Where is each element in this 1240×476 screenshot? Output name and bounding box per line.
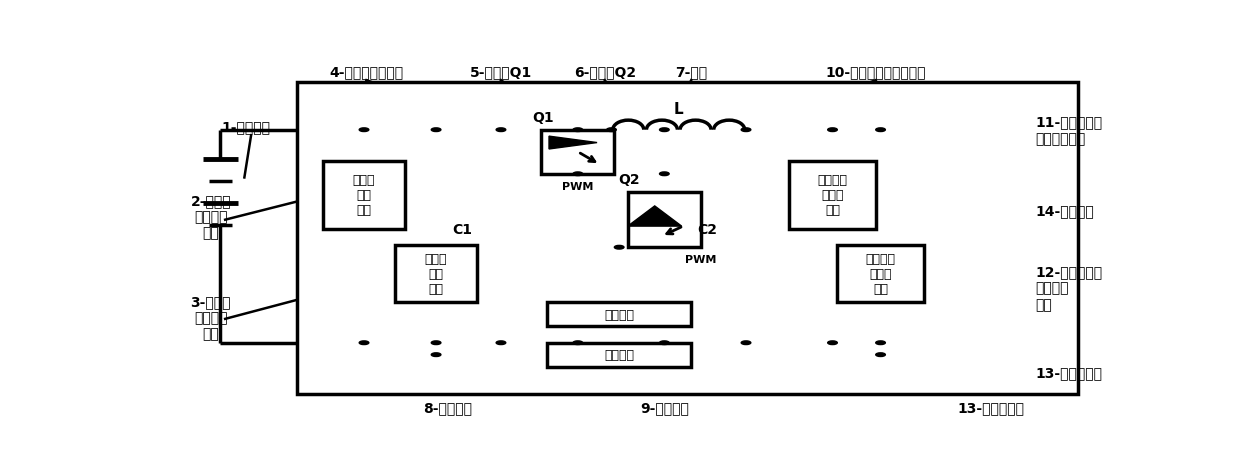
Circle shape [742, 129, 750, 132]
Circle shape [573, 129, 583, 132]
Bar [789, 161, 875, 229]
Text: Q1: Q1 [532, 110, 554, 125]
Text: L: L [673, 102, 683, 117]
Circle shape [614, 246, 624, 249]
Circle shape [660, 173, 670, 176]
Text: 控制电路: 控制电路 [604, 348, 634, 361]
Text: 11-超级电容端
电压采样电路: 11-超级电容端 电压采样电路 [1035, 115, 1102, 146]
Text: C2: C2 [697, 222, 717, 237]
Circle shape [660, 341, 670, 345]
Text: PWM: PWM [562, 181, 594, 191]
Text: 10-超级电容端滤波电容: 10-超级电容端滤波电容 [826, 65, 926, 79]
Bar [396, 246, 477, 303]
Circle shape [573, 341, 583, 345]
Text: 12-超级电容端
电流采样
电路: 12-超级电容端 电流采样 电路 [1035, 265, 1102, 311]
Polygon shape [549, 137, 596, 149]
Circle shape [875, 341, 885, 345]
Circle shape [432, 353, 441, 357]
Text: 9-控制电路: 9-控制电路 [640, 400, 688, 414]
Text: 驱动电路: 驱动电路 [604, 308, 634, 321]
Circle shape [660, 129, 670, 132]
Text: 超级电容
端电压
采样: 超级电容 端电压 采样 [817, 174, 847, 217]
Text: 13-双向变换器: 13-双向变换器 [957, 400, 1024, 414]
Text: 5-开关管Q1: 5-开关管Q1 [470, 65, 532, 79]
Text: 8-驱动电路: 8-驱动电路 [424, 400, 472, 414]
Bar [837, 246, 924, 303]
Bar [547, 303, 691, 327]
Circle shape [828, 129, 837, 132]
Circle shape [606, 129, 616, 132]
Text: 2-电池端
电压采样
电路: 2-电池端 电压采样 电路 [191, 193, 231, 240]
Text: 超级电容
端电流
采样: 超级电容 端电流 采样 [866, 253, 895, 296]
Text: 电池端
电压
采样: 电池端 电压 采样 [352, 174, 376, 217]
Circle shape [828, 341, 837, 345]
Text: 7-电感: 7-电感 [675, 65, 707, 79]
Text: 3-电池端
电流采样
电路: 3-电池端 电流采样 电路 [191, 294, 231, 340]
Text: 6-开关管Q2: 6-开关管Q2 [574, 65, 636, 79]
Text: 1-动力电池: 1-动力电池 [222, 120, 270, 134]
Bar [542, 130, 614, 174]
Circle shape [496, 341, 506, 345]
Circle shape [742, 341, 750, 345]
Circle shape [496, 129, 506, 132]
Circle shape [875, 129, 885, 132]
Circle shape [875, 353, 885, 357]
Circle shape [573, 173, 583, 176]
Text: C1: C1 [453, 222, 472, 237]
Bar [298, 83, 1078, 394]
Text: 电池端
电流
采样: 电池端 电流 采样 [425, 253, 448, 296]
Text: PWM: PWM [686, 255, 717, 265]
Text: 13-双向变换器: 13-双向变换器 [1035, 366, 1102, 379]
Text: Q2: Q2 [619, 173, 640, 187]
Circle shape [360, 129, 368, 132]
Text: 4-电池端滤波电容: 4-电池端滤波电容 [330, 65, 403, 79]
Circle shape [432, 341, 441, 345]
Bar [627, 193, 701, 248]
Polygon shape [627, 207, 682, 227]
Bar [324, 161, 404, 229]
Circle shape [432, 129, 441, 132]
Bar [547, 343, 691, 367]
Text: 14-超级电容: 14-超级电容 [1035, 204, 1094, 218]
Circle shape [360, 341, 368, 345]
